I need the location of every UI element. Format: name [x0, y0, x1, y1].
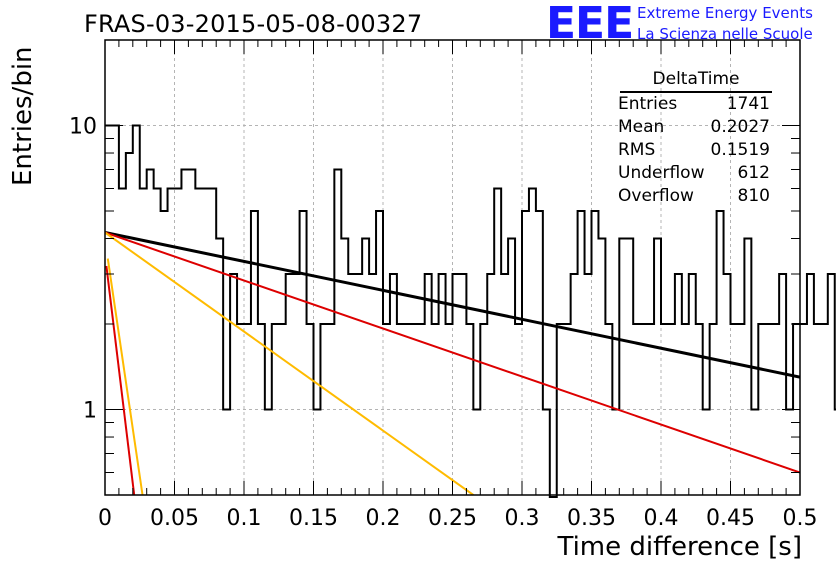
x-tick-label: 0.25	[428, 506, 477, 531]
x-tick-label: 0.5	[783, 506, 818, 531]
fit-line	[105, 231, 800, 379]
stats-box: DeltaTime Entries 1741 Mean 0.2027 RMS 0…	[612, 68, 778, 208]
x-tick-label: 0.1	[227, 506, 262, 531]
x-tick-label: 0.15	[289, 506, 338, 531]
logo-mark: EEE	[546, 0, 634, 49]
y-tick-label: 10	[69, 114, 97, 139]
histogram-outline	[105, 124, 836, 498]
x-tick-label: 0	[98, 506, 112, 531]
y-tick-label: 1	[83, 399, 97, 424]
stats-label: RMS	[618, 140, 656, 160]
x-tick-label: 0.3	[505, 506, 540, 531]
fit-line	[105, 265, 136, 495]
stats-value: 1741	[726, 94, 770, 114]
stats-row-entries: Entries 1741	[612, 93, 778, 116]
stats-title: DeltaTime	[620, 68, 772, 93]
fit-line	[106, 258, 144, 495]
x-tick-label: 0.4	[644, 506, 679, 531]
stats-value: 0.2027	[710, 117, 770, 137]
fit-line	[105, 231, 800, 474]
x-tick-label: 0.35	[567, 506, 616, 531]
y-axis-label: Entries/bin	[8, 46, 38, 186]
logo-line-1: Extreme Energy Events	[637, 4, 813, 22]
stats-label: Entries	[618, 94, 678, 114]
stats-row-overflow: Overflow 810	[612, 185, 778, 208]
x-tick-label: 0.05	[150, 506, 199, 531]
x-axis-label: Time difference [s]	[557, 532, 802, 562]
stats-row-underflow: Underflow 612	[612, 162, 778, 185]
x-tick-label: 0.2	[366, 506, 401, 531]
stats-value: 612	[737, 163, 770, 183]
stats-label: Overflow	[618, 186, 694, 206]
stats-value: 810	[737, 186, 770, 206]
logo-line-2: La Scienza nelle Scuole	[637, 25, 813, 43]
stats-label: Underflow	[618, 163, 705, 183]
chart-title: FRAS-03-2015-05-08-00327	[84, 10, 423, 38]
x-tick-label: 0.45	[706, 506, 755, 531]
stats-row-mean: Mean 0.2027	[612, 116, 778, 139]
stats-value: 0.1519	[710, 140, 770, 160]
stats-label: Mean	[618, 117, 665, 137]
stats-row-rms: RMS 0.1519	[612, 139, 778, 162]
fit-line	[105, 231, 474, 495]
